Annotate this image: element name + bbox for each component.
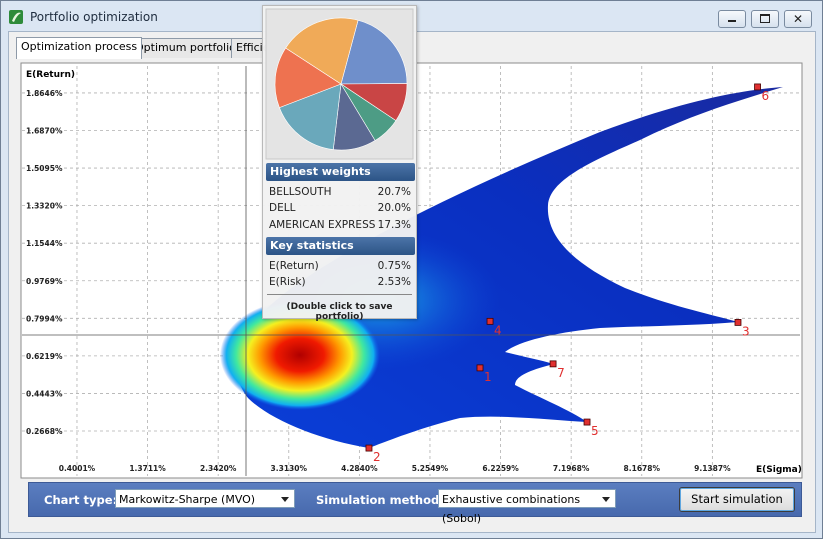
close-button[interactable]: ✕ <box>784 10 812 28</box>
y-tick-label: 0.2668% <box>26 427 63 436</box>
simulation-label: Simulation method: <box>316 493 444 507</box>
portfolio-popup[interactable]: Highest weights BELLSOUTH 20.7% DELL 20.0%… <box>262 5 417 322</box>
y-tick-label: 0.4443% <box>26 389 63 398</box>
point-label: 5 <box>591 424 599 438</box>
portfolio-point <box>549 360 557 368</box>
section-header: Highest weights <box>266 163 415 181</box>
x-tick-label: 9.1387% <box>694 464 731 473</box>
point-label: 4 <box>494 323 502 337</box>
point-label: 1 <box>484 370 492 384</box>
asset-weight: 17.3% <box>377 219 411 231</box>
stat-value: 2.53% <box>377 276 411 288</box>
portfolio-point <box>365 444 373 452</box>
separator <box>267 294 412 295</box>
stat-value: 0.75% <box>377 260 411 272</box>
point-label: 2 <box>373 450 381 464</box>
x-tick-label: 2.3420% <box>200 464 237 473</box>
portfolio-point <box>754 83 761 91</box>
weight-row: AMERICAN EXPRESS 17.3% <box>269 219 411 231</box>
toolbar: Chart type: Markowitz-Sharpe (MVO) Simul… <box>28 482 802 525</box>
window-title: Portfolio optimization <box>30 10 158 24</box>
asset-name: DELL <box>269 202 296 214</box>
popup-hint: (Double click to save portfolio) <box>286 302 393 322</box>
x-tick-label: 4.2840% <box>341 464 378 473</box>
y-tick-label: 1.6870% <box>26 127 63 136</box>
asset-name: AMERICAN EXPRESS <box>269 219 376 231</box>
pie-slice <box>274 47 342 109</box>
y-tick-label: 0.6219% <box>26 352 63 361</box>
x-axis-label: E(Sigma) <box>756 465 802 475</box>
y-tick-label: 1.1544% <box>26 239 63 248</box>
pie-slice <box>340 19 408 85</box>
x-tick-label: 0.4001% <box>59 464 96 473</box>
y-tick-label: 0.7994% <box>26 314 63 323</box>
tab[interactable]: Optimum portfolios <box>130 38 247 58</box>
app-icon <box>9 10 23 24</box>
point-label: 6 <box>762 89 770 103</box>
point-label: 7 <box>557 366 565 380</box>
weight-row: DELL 20.0% <box>269 202 411 214</box>
x-tick-label: 8.1678% <box>624 464 661 473</box>
asset-weight: 20.0% <box>377 202 411 214</box>
pie-slice <box>285 17 359 85</box>
x-tick-label: 6.2259% <box>482 464 519 473</box>
simulation-select[interactable]: Exhaustive combinations (Sobol) <box>438 489 616 525</box>
asset-name: BELLSOUTH <box>269 186 332 198</box>
portfolio-point <box>486 317 494 325</box>
x-tick-label: 3.3130% <box>271 464 308 473</box>
pie-slice <box>278 83 342 150</box>
stat-row: E(Risk) 2.53% <box>269 276 411 288</box>
stat-name: E(Risk) <box>269 276 306 288</box>
x-tick-label: 1.3711% <box>129 464 166 473</box>
x-tick-label: 7.1968% <box>553 464 590 473</box>
maximize-button[interactable] <box>751 10 779 28</box>
portfolio-point <box>583 418 591 426</box>
tab[interactable]: Optimization process <box>16 37 143 59</box>
y-tick-label: 0.9769% <box>26 277 63 286</box>
portfolio-point <box>734 319 742 326</box>
start-button[interactable]: Start simulation <box>679 487 795 512</box>
portfolio-point <box>476 364 484 372</box>
chart-type-select[interactable]: Markowitz-Sharpe (MVO) <box>115 489 295 508</box>
y-tick-label: 1.5095% <box>26 164 63 173</box>
weight-row: BELLSOUTH 20.7% <box>269 186 411 198</box>
y-tick-label: 1.3320% <box>26 202 63 211</box>
stat-row: E(Return) 0.75% <box>269 260 411 272</box>
asset-weight: 20.7% <box>377 186 411 198</box>
pie-chart <box>265 8 414 160</box>
minimize-button[interactable] <box>718 10 746 28</box>
y-axis-label: E(Return) <box>26 70 75 80</box>
x-tick-label: 5.2549% <box>412 464 449 473</box>
y-tick-label: 1.8646% <box>26 89 63 98</box>
point-label: 3 <box>742 324 750 338</box>
section-header: Key statistics <box>266 237 415 255</box>
chart-type-label: Chart type: <box>44 493 118 507</box>
stat-name: E(Return) <box>269 260 319 272</box>
